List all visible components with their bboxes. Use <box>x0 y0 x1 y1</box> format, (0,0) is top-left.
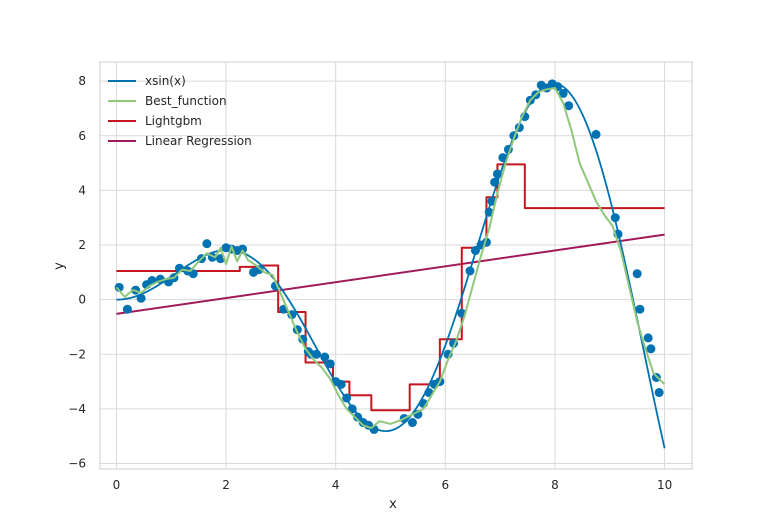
legend-label-linear-regression: Linear Regression <box>145 134 252 148</box>
scatter-point <box>312 349 322 359</box>
legend-label-lightgbm: Lightgbm <box>145 114 202 128</box>
y-tick-label: −6 <box>68 457 86 471</box>
scatter-point <box>492 169 502 179</box>
scatter-point <box>635 304 645 314</box>
x-tick-label: 4 <box>332 478 340 492</box>
x-axis-ticks: 0 2 4 6 8 10 <box>113 478 673 492</box>
legend-label-best-function: Best_function <box>145 94 227 108</box>
scatter-point <box>591 129 601 139</box>
scatter-point <box>353 412 363 422</box>
scatter-point <box>643 333 653 343</box>
y-tick-label: 8 <box>78 74 86 88</box>
scatter-point <box>114 282 124 292</box>
scatter-point <box>254 265 264 275</box>
x-axis-label: x <box>389 497 397 512</box>
series-line-linear-regression <box>116 233 665 315</box>
scatter-point <box>470 245 480 255</box>
series-layer <box>114 79 666 449</box>
x-tick-label: 0 <box>113 478 121 492</box>
x-tick-label: 10 <box>657 478 672 492</box>
legend-label-xsin-x: xsin(x) <box>145 74 186 88</box>
plot-background <box>99 61 693 470</box>
x-tick-label: 6 <box>442 478 450 492</box>
scatter-point <box>498 153 508 163</box>
scatter-point <box>122 304 132 314</box>
scatter-point <box>407 418 417 428</box>
scatter-points <box>114 79 664 434</box>
scatter-point <box>202 239 212 249</box>
scatter-point <box>320 352 330 362</box>
scatter-point <box>632 269 642 279</box>
scatter-point <box>654 388 664 398</box>
scatter-point <box>490 177 500 187</box>
y-tick-label: 4 <box>78 183 86 197</box>
scatter-point <box>325 359 335 369</box>
scatter-point <box>558 88 568 98</box>
x-tick-label: 2 <box>222 478 230 492</box>
y-tick-label: 0 <box>78 293 86 307</box>
scatter-point <box>610 213 620 223</box>
scatter-point <box>136 293 146 303</box>
y-axis-ticks: −6 −4 −2 0 2 4 6 8 <box>68 74 86 470</box>
scatter-point <box>238 244 248 254</box>
scatter-point <box>646 344 656 354</box>
y-tick-label: 6 <box>78 129 86 143</box>
y-tick-label: 2 <box>78 238 86 252</box>
x-tick-label: 8 <box>551 478 559 492</box>
grid <box>100 62 692 469</box>
legend: xsin(x) Best_function Lightgbm Linear Regre… <box>108 74 252 148</box>
scatter-point <box>564 101 574 111</box>
y-tick-label: −4 <box>68 402 86 416</box>
y-tick-label: −2 <box>68 347 86 361</box>
series-line-best-function <box>115 86 666 430</box>
y-axis-label: y <box>52 262 67 270</box>
scatter-point <box>465 266 475 276</box>
scatter-point <box>342 393 352 403</box>
scatter-point <box>336 379 346 389</box>
